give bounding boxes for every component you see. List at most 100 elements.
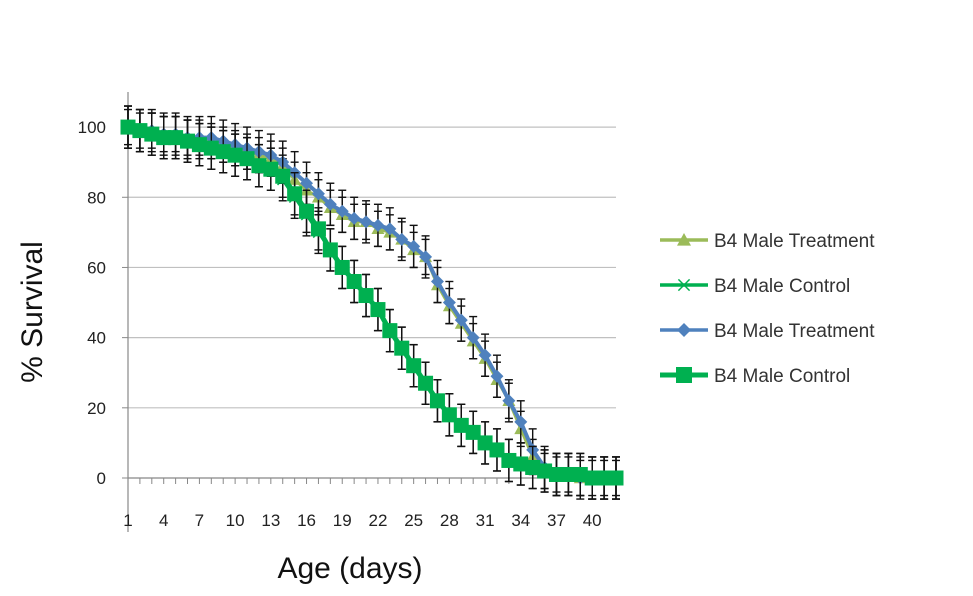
data-point (310, 221, 326, 237)
legend-item: B4 Male Treatment (660, 231, 875, 252)
data-point (489, 442, 505, 458)
data-point (203, 140, 219, 156)
data-point (429, 393, 445, 409)
y-tick-label: 20 (87, 399, 106, 418)
data-point (382, 323, 398, 339)
x-tick-label: 40 (583, 511, 602, 530)
x-tick-label: 10 (226, 511, 245, 530)
legend-label: B4 Male Control (714, 366, 850, 387)
x-tick-label: 22 (368, 511, 387, 530)
y-tick-label: 40 (87, 329, 106, 348)
x-tick-label: 16 (297, 511, 316, 530)
data-point (407, 239, 421, 253)
data-point (358, 288, 374, 304)
data-point (418, 375, 434, 391)
data-point-stroke (677, 278, 691, 292)
x-tick-label: 28 (440, 511, 459, 530)
data-point (359, 215, 373, 229)
data-point (513, 456, 529, 472)
data-point (156, 130, 172, 146)
data-point (453, 417, 469, 433)
x-tick-label: 13 (261, 511, 280, 530)
legend-label: B4 Male Control (714, 276, 850, 297)
data-point (371, 218, 385, 232)
data-point (132, 123, 148, 139)
data-point (537, 463, 553, 479)
data-point (419, 250, 433, 264)
y-axis-label: % Survival (16, 241, 49, 383)
legend-label: B4 Male Treatment (714, 231, 875, 252)
x-tick-label: 37 (547, 511, 566, 530)
data-point (311, 187, 325, 201)
data-point (676, 367, 692, 383)
data-point (560, 466, 576, 482)
data-point (191, 137, 207, 153)
data-point (501, 452, 517, 468)
series-3 (120, 105, 624, 500)
data-point (180, 133, 196, 149)
data-point (334, 259, 350, 275)
data-point (548, 466, 564, 482)
legend-item: B4 Male Control (660, 366, 850, 387)
data-point (227, 147, 243, 163)
x-tick-label: 1 (123, 511, 132, 530)
legend-item: B4 Male Control (660, 276, 850, 297)
y-tick-label: 80 (87, 188, 106, 207)
data-point (525, 459, 541, 475)
data-point (239, 151, 255, 167)
x-axis-label: Age (days) (277, 552, 422, 585)
data-point (395, 232, 409, 246)
y-tick-label: 0 (97, 469, 106, 488)
y-tick-label: 100 (78, 118, 106, 137)
gridlines (128, 126, 616, 409)
data-point (251, 158, 267, 174)
data-point (430, 274, 444, 288)
data-point (677, 323, 691, 337)
data-point (514, 415, 528, 429)
data-point (120, 119, 136, 135)
data-point (478, 348, 492, 362)
data-point (454, 313, 468, 327)
data-point (144, 126, 160, 142)
x-tick-label: 19 (333, 511, 352, 530)
y-axis-ticks: 0 20 40 60 80 100 (78, 118, 106, 488)
data-point (383, 222, 397, 236)
data-point (275, 168, 291, 184)
data-point (572, 466, 588, 482)
data-point (584, 470, 600, 486)
data-point (442, 296, 456, 310)
x-axis-ticks: 1 4 7 10 13 16 19 22 25 28 31 34 37 40 (123, 511, 601, 530)
data-point (300, 176, 314, 190)
legend-item: B4 Male Treatment (660, 321, 875, 342)
data-point (502, 394, 516, 408)
x-tick-label: 4 (159, 511, 168, 530)
data-point (347, 211, 361, 225)
x-tick-label: 25 (404, 511, 423, 530)
data-point (596, 470, 612, 486)
data-point (608, 470, 624, 486)
data-point (168, 130, 184, 146)
data-point (394, 340, 410, 356)
y-tick-label: 60 (87, 258, 106, 277)
series-layer (120, 105, 624, 500)
x-tick-label: 34 (511, 511, 530, 530)
data-point (677, 233, 691, 246)
data-point (441, 407, 457, 423)
legend: B4 Male Treatment B4 Male Control B4 Male … (660, 231, 875, 387)
data-point (370, 302, 386, 318)
data-point (263, 161, 279, 177)
data-point (465, 424, 481, 440)
data-point (299, 203, 315, 219)
data-point (346, 273, 362, 289)
data-point (477, 435, 493, 451)
data-point (466, 331, 480, 345)
data-point (490, 369, 504, 383)
data-point (215, 144, 231, 160)
x-tick-label: 31 (476, 511, 495, 530)
x-tick-label: 7 (195, 511, 204, 530)
data-point (323, 197, 337, 211)
data-point (406, 358, 422, 374)
data-point (677, 278, 691, 292)
data-point (287, 186, 303, 202)
